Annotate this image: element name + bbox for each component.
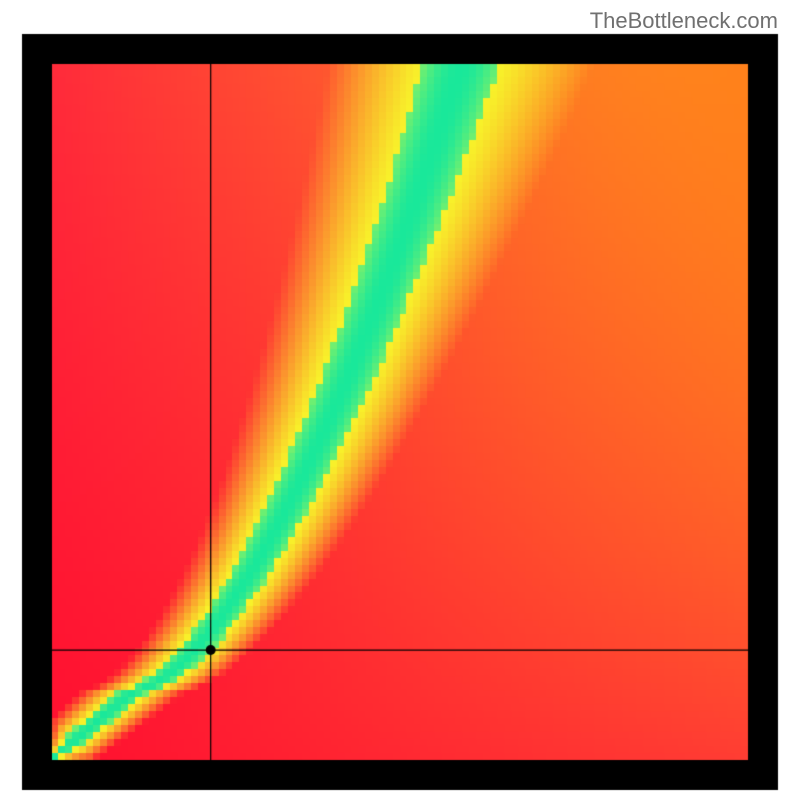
watermark-text: TheBottleneck.com (590, 8, 778, 34)
chart-container: TheBottleneck.com (0, 0, 800, 800)
bottleneck-heatmap (0, 0, 800, 800)
